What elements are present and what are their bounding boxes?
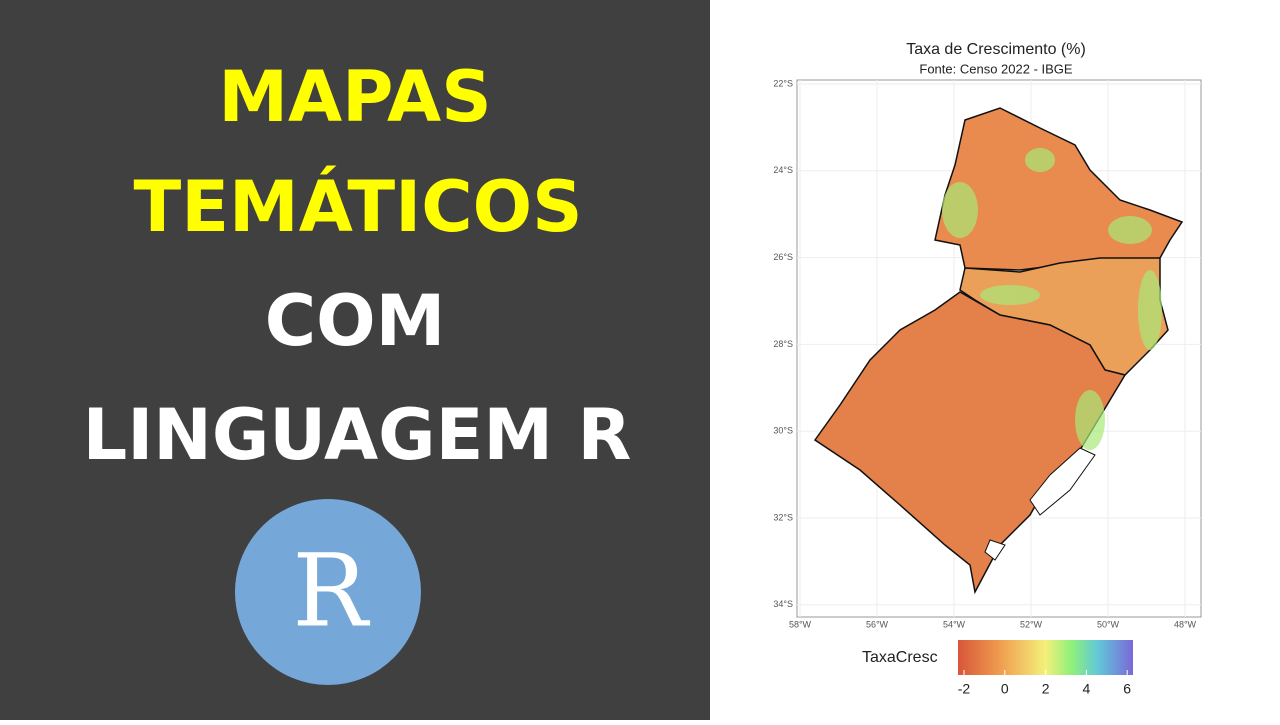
legend-tick-label: 4 [1083,681,1091,697]
legend-title: TaxaCresc [862,649,938,666]
lat-label: 22°S [773,78,793,88]
map-title: Taxa de Crescimento (%) [906,41,1086,58]
headline-line: MAPAS [218,56,491,138]
headline-line: LINGUAGEM R [83,394,632,476]
legend-tick-label: -2 [958,681,971,697]
r-logo [235,499,421,685]
lat-label: 34°S [773,599,793,609]
lagoon [984,539,1006,561]
lon-label: 56°W [866,619,889,629]
lagoon [1029,447,1096,516]
legend-tick-label: 2 [1042,681,1050,697]
lat-label: 26°S [773,252,793,262]
lat-label: 32°S [773,512,793,522]
legend-tick-label: 6 [1123,681,1131,697]
lat-label: 28°S [773,339,793,349]
lat-label: 24°S [773,165,793,175]
state-rs [813,291,1127,595]
legend-ticks: -2 0 2 4 6 [958,670,1131,697]
legend-colorbar [958,640,1133,675]
legend-tick-label: 0 [1001,681,1009,697]
lat-label: 30°S [773,426,793,436]
headline-line: COM [265,280,446,362]
lon-label: 48°W [1174,619,1197,629]
growth-patches [942,148,1162,450]
lon-label: 50°W [1097,619,1120,629]
r-logo-text: R [292,533,370,650]
lon-label: 54°W [943,619,966,629]
map-subtitle: Fonte: Censo 2022 - IBGE [919,61,1073,76]
map-frame [796,79,1202,618]
lon-label: 58°W [789,619,812,629]
lon-label: 52°W [1020,619,1043,629]
headline-line: TEMÁTICOS [133,166,582,248]
